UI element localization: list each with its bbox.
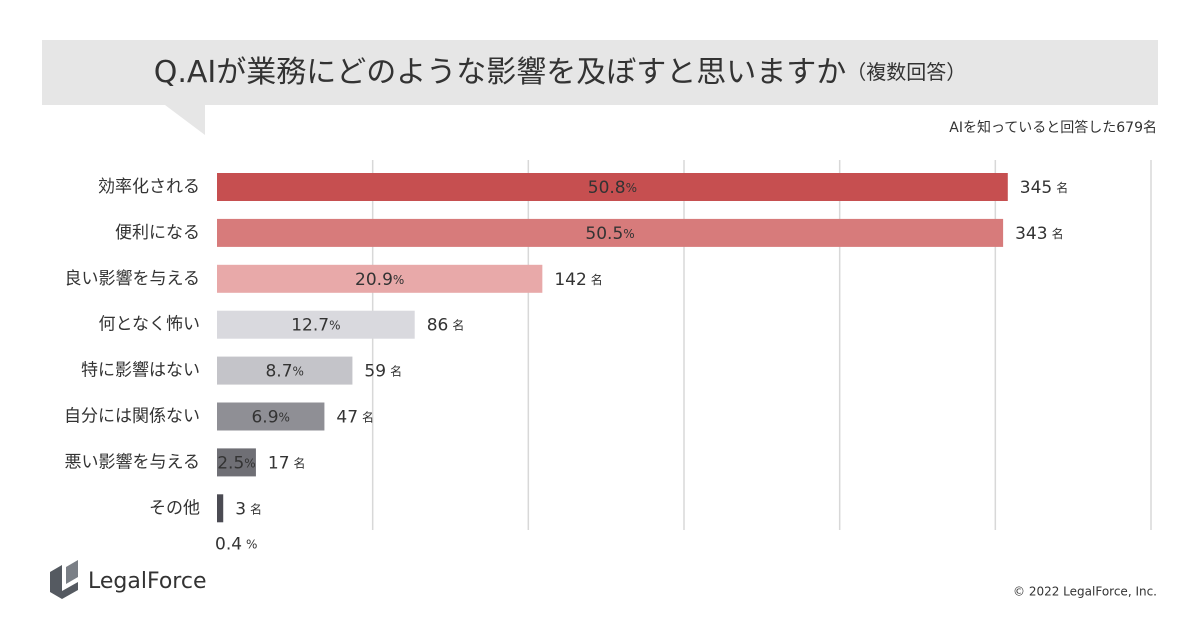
value-number: 2.5 — [217, 453, 244, 473]
value-number: 20.9 — [355, 270, 393, 290]
category-label: 良い影響を与える — [65, 269, 201, 289]
value-label: 50.8% — [588, 178, 637, 198]
bar — [217, 402, 325, 431]
category-label: 便利になる — [115, 223, 200, 243]
value-unit: % — [279, 410, 290, 424]
count-number: 86 — [427, 316, 449, 336]
value-number: 50.8 — [588, 178, 626, 198]
category-label: 効率化される — [98, 177, 200, 197]
bar — [217, 218, 1004, 247]
count-unit: 名 — [1056, 180, 1068, 195]
count-label: 47 名 — [336, 408, 374, 428]
category-label: 特に影響はない — [81, 361, 200, 381]
count-label: 345 名 — [1020, 178, 1068, 198]
value-unit: % — [329, 318, 340, 332]
count-number: 17 — [268, 453, 290, 473]
value-number: 8.7 — [265, 362, 292, 382]
count-label: 86 名 — [427, 316, 465, 336]
count-label: 343 名 — [1015, 224, 1063, 244]
bar — [217, 356, 353, 385]
value-unit: % — [626, 181, 637, 195]
count-number: 3 — [235, 499, 246, 519]
bar — [217, 448, 256, 477]
value-label: 20.9% — [355, 270, 404, 290]
value-label: 50.5% — [585, 224, 634, 244]
category-label: その他 — [149, 498, 200, 518]
count-unit: 名 — [294, 455, 306, 470]
count-label: 59 名 — [364, 362, 402, 382]
value-unit: % — [244, 456, 255, 470]
value-unit: % — [246, 537, 257, 551]
count-number: 343 — [1015, 224, 1047, 244]
count-unit: 名 — [1052, 225, 1064, 240]
count-label: 142 名 — [554, 270, 602, 290]
chart-title: Q.AIが業務にどのような影響を及ぼすと思いますか（複数回答） — [154, 55, 967, 90]
count-unit: 名 — [250, 501, 262, 516]
count-number: 59 — [364, 362, 386, 382]
title-banner — [42, 40, 1158, 135]
count-unit: 名 — [591, 271, 603, 286]
count-unit: 名 — [362, 409, 374, 424]
copyright: © 2022 LegalForce, Inc. — [1013, 585, 1157, 599]
value-number: 0.4 — [215, 534, 242, 554]
category-label: 悪い影響を与える — [65, 452, 201, 472]
count-unit: 名 — [452, 317, 464, 332]
logo-icon — [50, 560, 78, 599]
value-unit: % — [393, 272, 404, 286]
category-label: 自分には関係ない — [64, 407, 200, 427]
value-number: 6.9 — [251, 408, 278, 428]
title-note: （複数回答） — [846, 60, 966, 84]
subtitle: AIを知っていると回答した679名 — [949, 119, 1157, 136]
value-label: 6.9% — [251, 408, 289, 428]
bar — [217, 494, 224, 523]
bar — [217, 173, 1008, 201]
count-label: 17 名 — [268, 453, 306, 473]
value-label: 0.4% — [215, 534, 257, 554]
value-label: 2.5% — [217, 453, 255, 473]
count-number: 142 — [554, 270, 586, 290]
bar — [217, 310, 415, 339]
value-number: 50.5 — [585, 224, 623, 244]
value-label: 8.7% — [265, 362, 303, 382]
count-unit: 名 — [390, 363, 402, 378]
value-label: 12.7% — [291, 316, 340, 336]
logo-text: LegalForce — [88, 569, 207, 594]
title-text: Q.AIが業務にどのような影響を及ぼすと思いますか — [154, 55, 847, 90]
count-number: 47 — [336, 408, 358, 428]
value-number: 12.7 — [291, 316, 329, 336]
count-number: 345 — [1020, 178, 1052, 198]
value-unit: % — [293, 364, 304, 378]
value-unit: % — [623, 226, 634, 240]
category-label: 何となく怖い — [99, 315, 201, 335]
bar — [217, 264, 543, 293]
